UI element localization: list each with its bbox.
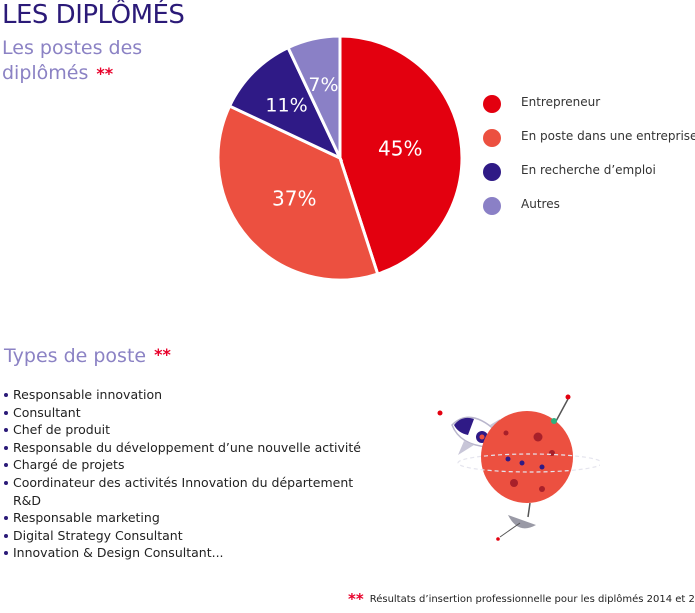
footnote-text: Résultats d’insertion professionnelle po… bbox=[369, 594, 695, 605]
legend-label: En recherche d’emploi bbox=[521, 163, 656, 177]
legend-swatch bbox=[483, 163, 501, 181]
legend-label: Autres bbox=[521, 197, 560, 211]
pie-chart: 45% 37% 11%7% bbox=[216, 34, 464, 282]
types-title-text: Types de poste bbox=[4, 345, 147, 367]
list-item: Chargé de projets bbox=[3, 456, 363, 474]
list-item: Innovation & Design Consultant... bbox=[3, 544, 363, 562]
pie-slice-label: 7% bbox=[308, 74, 338, 96]
page-title: LES DIPLÔMÉS bbox=[2, 0, 185, 30]
chart-subtitle: Les postes des diplômés ** bbox=[2, 36, 202, 86]
footnote-mark: ** bbox=[348, 590, 364, 608]
subtitle-footnote-mark: ** bbox=[96, 64, 114, 83]
legend-swatch bbox=[483, 129, 501, 147]
legend-swatch bbox=[483, 197, 501, 215]
pie-slice-en-recherche bbox=[227, 45, 344, 162]
list-item: Responsable du développement d’une nouve… bbox=[3, 439, 363, 457]
pie-slice-autres bbox=[286, 34, 342, 159]
pie-slice-entrepreneur bbox=[338, 34, 464, 276]
list-item: Responsable innovation bbox=[3, 386, 363, 404]
list-item: Consultant bbox=[3, 404, 363, 422]
footnote: ** Résultats d’insertion professionnelle … bbox=[348, 590, 695, 608]
pie-slice-label: 11% bbox=[265, 95, 307, 117]
list-item: Digital Strategy Consultant bbox=[3, 527, 363, 545]
list-item: Coordinateur des activités Innovation du… bbox=[3, 474, 363, 509]
legend-swatch bbox=[483, 95, 501, 113]
pie-slice-en-poste bbox=[216, 104, 380, 282]
space-illustration bbox=[437, 394, 600, 541]
planet-icon bbox=[457, 394, 600, 503]
job-types-list: Responsable innovation Consultant Chef d… bbox=[3, 386, 363, 562]
types-footnote-mark: ** bbox=[154, 345, 171, 364]
pie-slice-label: 37% bbox=[272, 186, 316, 210]
list-item: Responsable marketing bbox=[3, 509, 363, 527]
legend-label: En poste dans une entreprise bbox=[521, 129, 695, 143]
chart-subtitle-text: Les postes des diplômés bbox=[2, 37, 143, 84]
pie-slice-label: 45% bbox=[378, 136, 422, 160]
legend-label: Entrepreneur bbox=[521, 95, 601, 109]
list-item: Chef de produit bbox=[3, 421, 363, 439]
types-title: Types de poste ** bbox=[4, 345, 171, 367]
satellite-dish-icon bbox=[496, 502, 536, 541]
